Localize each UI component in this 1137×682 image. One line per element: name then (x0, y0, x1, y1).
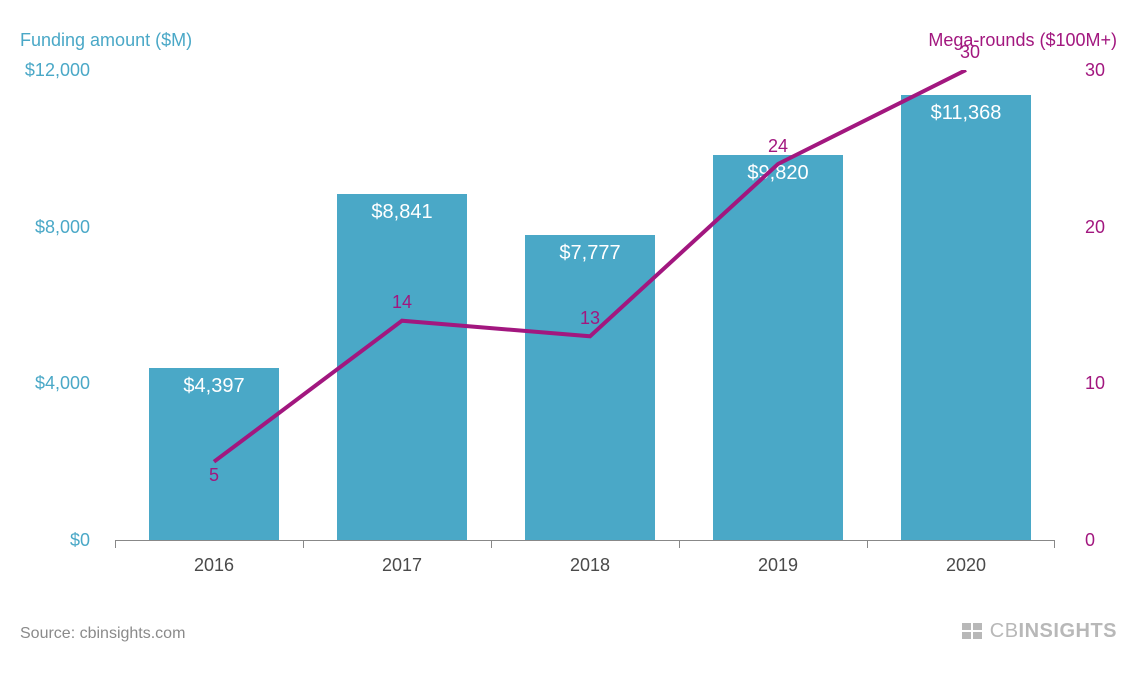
y-left-tick: $8,000 (20, 217, 90, 238)
brand-logo: CBINSIGHTS (962, 620, 1117, 643)
y-left-tick: $0 (20, 530, 90, 551)
brand-squares-icon (962, 623, 984, 641)
x-tick-mark (867, 540, 868, 548)
y-right-tick: 10 (1085, 373, 1105, 394)
x-axis-line (115, 540, 1055, 541)
y-left-tick: $12,000 (20, 60, 90, 81)
bar-2018 (525, 235, 655, 540)
bar-series-label: Funding amount ($M) (20, 30, 192, 51)
bar-value-label: $11,368 (931, 102, 1002, 125)
x-tick-mark (303, 540, 304, 548)
bar-value-label: $8,841 (371, 201, 432, 224)
x-tick-label: 2017 (382, 555, 422, 576)
plot-area: $4,397 $8,841 $7,777 $9,820 $11,368 5 14… (115, 70, 1055, 540)
line-value-label: 13 (580, 308, 600, 329)
y-right-tick: 30 (1085, 60, 1105, 81)
x-tick-mark (115, 540, 116, 548)
bar-2020 (901, 95, 1031, 540)
x-tick-mark (679, 540, 680, 548)
line-value-label: 14 (392, 292, 412, 313)
x-tick-mark (1054, 540, 1055, 548)
x-tick-label: 2020 (946, 555, 986, 576)
bar-value-label: $9,820 (747, 162, 808, 185)
source-text: Source: cbinsights.com (20, 625, 185, 643)
line-series-label: Mega-rounds ($100M+) (928, 30, 1117, 51)
x-tick-label: 2019 (758, 555, 798, 576)
y-right-tick: 0 (1085, 530, 1095, 551)
y-right-tick: 20 (1085, 217, 1105, 238)
bar-value-label: $4,397 (183, 375, 244, 398)
line-value-label: 24 (768, 136, 788, 157)
bar-2019 (713, 155, 843, 540)
bar-value-label: $7,777 (559, 242, 620, 265)
chart-container: Funding amount ($M) Mega-rounds ($100M+)… (0, 0, 1137, 682)
line-value-label: 30 (960, 42, 980, 63)
y-left-tick: $4,000 (20, 373, 90, 394)
x-tick-label: 2018 (570, 555, 610, 576)
x-tick-label: 2016 (194, 555, 234, 576)
x-tick-mark (491, 540, 492, 548)
line-value-label: 5 (209, 465, 219, 486)
brand-text: CBINSIGHTS (990, 620, 1117, 643)
bar-2017 (337, 194, 467, 540)
